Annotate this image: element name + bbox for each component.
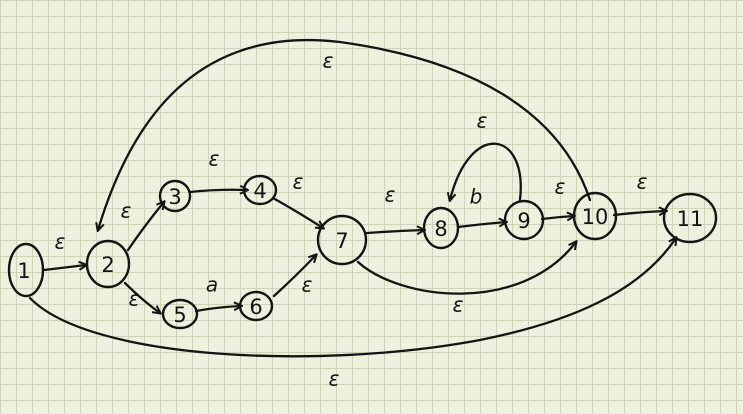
edge-label-1-2: ε [55,230,66,254]
state-node-5 [161,298,199,330]
edge-1-2 [42,265,86,272]
edge-label-2-5: ε [129,287,140,311]
edge-label-10-2: ε [323,49,334,73]
edge-label-1-11: ε [329,367,340,391]
edge-2-3 [126,202,164,252]
edge-label-3-4: ε [209,147,220,171]
edge-label-2-3: ε [121,199,132,223]
state-node-11 [662,192,718,244]
state-node-7 [316,214,368,266]
state-node-4 [242,174,278,206]
state-label-11: 11 [677,207,704,231]
state-label-1: 1 [17,259,30,283]
state-label-3: 3 [168,185,181,209]
edge-label-9-10: ε [555,175,566,199]
edge-9-10 [540,216,574,219]
state-label-6: 6 [249,295,262,319]
state-label-8: 8 [434,217,447,241]
edge-label-7-10: ε [453,293,464,317]
edge-label-4-7: ε [293,170,304,194]
state-label-9: 9 [517,209,530,233]
edge-label-5-6: a [206,273,218,297]
edge-label-9-8: ε [477,109,488,133]
state-label-2: 2 [101,253,114,277]
edge-label-8-9: b [470,185,483,209]
state-node-8 [422,206,460,250]
edge-6-7 [272,255,316,298]
state-node-1 [7,242,45,298]
edge-7-10 [356,242,576,295]
state-node-9 [503,199,545,241]
edge-9-8 [450,142,522,200]
edge-10-11 [612,211,666,217]
edge-7-8 [365,230,424,233]
state-node-2 [85,239,131,289]
edge-label-10-11: ε [637,170,648,194]
state-label-7: 7 [335,229,348,253]
state-node-3 [158,179,192,213]
state-label-10: 10 [582,205,609,229]
edge-label-6-7: ε [302,273,313,297]
edge-label-7-8: ε [385,183,396,207]
edge-10-2 [98,38,592,230]
edge-4-7 [271,196,323,228]
state-label-5: 5 [173,303,186,327]
state-label-4: 4 [253,179,266,203]
edge-5-6 [194,306,241,313]
state-node-10 [572,191,618,241]
edge-8-9 [456,222,506,229]
edge-1-11 [28,238,676,358]
edge-2-5 [123,281,160,313]
state-node-6 [238,290,274,322]
edge-3-4 [188,190,247,192]
